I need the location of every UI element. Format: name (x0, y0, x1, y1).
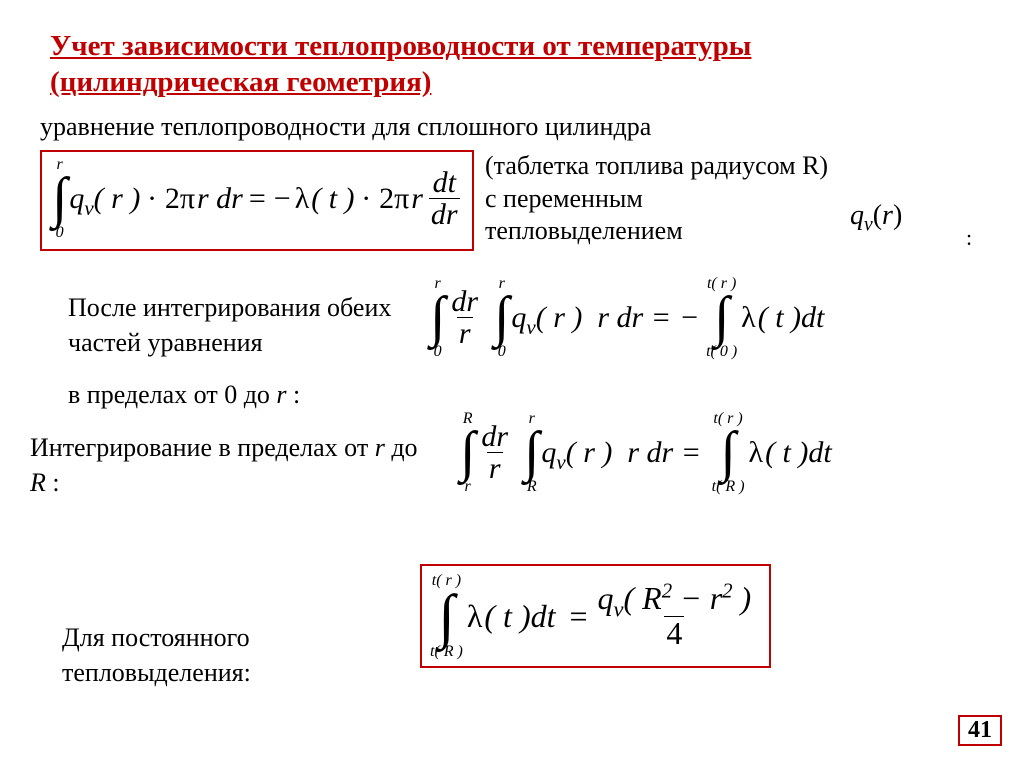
eq2-i2-lb: 0 (498, 344, 506, 360)
eq3-i3-lb: t( R ) (712, 479, 745, 495)
eq4-lhs-tail: λ( t )dt = (465, 598, 594, 635)
eq3-i2-lb: R (527, 479, 537, 495)
eq4-frac-den: 4 (664, 616, 684, 651)
colon: : (966, 225, 972, 251)
eq2-i3-lb: t( 0 ) (706, 344, 737, 360)
eq1-frac-num: dt (431, 167, 458, 199)
eq3-f1-den: r (487, 452, 503, 485)
note1-line2: с переменным (485, 183, 1015, 216)
eq4-i-lb: t( R ) (430, 644, 463, 660)
t4-suffix: : (46, 468, 60, 497)
text-limits-0-r: в пределах от 0 до r : (68, 380, 300, 410)
slide-title: Учет зависимости теплопроводности от тем… (50, 28, 810, 101)
eq1-rhs-lead: λ( t ) · 2πr (293, 182, 423, 216)
t3-suffix: : (287, 380, 301, 409)
eq2-f1-den: r (457, 317, 473, 350)
note1-line3: тепловыделением (485, 215, 1015, 248)
note1-line1: (таблетка топлива радиусом R) (485, 150, 1015, 183)
text-after-integration: После интегрирования обеих частей уравне… (68, 290, 428, 360)
subtitle: уравнение теплопроводности для сплошного… (40, 112, 651, 142)
text-limits-r-R: Интегрирование в пределах от r до R : (30, 430, 430, 500)
note-top-right: (таблетка топлива радиусом R) с переменн… (485, 150, 1015, 248)
eq1-lhs: qv( r ) · 2πr dr (69, 182, 243, 216)
eq3-mid: qv( r ) r dr = (541, 436, 701, 470)
eq4-frac-num: qv( R2 − r2 ) (596, 582, 754, 616)
equation-4: t( r ) ∫ t( R ) λ( t )dt = qv( R2 − r2 )… (430, 573, 755, 660)
equation-3: R ∫ r dr r r ∫ R qv( r ) r dr = t( r ) ∫… (460, 410, 832, 495)
t4-prefix: Интегрирование в пределах от (30, 433, 375, 462)
equation-1: r ∫ 0 qv( r ) · 2πr dr = − λ( t ) · 2πr … (52, 157, 462, 241)
eq3-f1-num: dr (479, 421, 510, 453)
eq1-int-lb: 0 (56, 225, 64, 241)
qv-symbol: qv(r) (850, 200, 902, 232)
eq3-rhs: λ( t )dt (747, 436, 832, 470)
t4-mid: до (385, 433, 418, 462)
t4-v2: R (30, 468, 46, 497)
eq2-i1-lb: 0 (434, 344, 442, 360)
eq3-i1-lb: r (465, 479, 471, 495)
t3-prefix: в пределах от 0 до (68, 380, 276, 409)
page-number: 41 (958, 715, 1002, 746)
eq1-frac-den: dr (429, 198, 460, 231)
eq2-rhs: λ( t )dt (739, 301, 824, 335)
t3-var: r (276, 380, 286, 409)
equation-2: r ∫ 0 dr r r ∫ 0 qv( r ) r dr = − t( r )… (430, 275, 824, 360)
equation-1-box: r ∫ 0 qv( r ) · 2πr dr = − λ( t ) · 2πr … (40, 150, 474, 251)
equation-4-box: t( r ) ∫ t( R ) λ( t )dt = qv( R2 − r2 )… (420, 564, 771, 668)
text-constant-heat: Для постоянного тепловыделения: (62, 620, 382, 690)
t4-v1: r (375, 433, 385, 462)
eq2-mid: qv( r ) r dr = − (511, 301, 700, 335)
eq2-f1-num: dr (449, 286, 480, 318)
